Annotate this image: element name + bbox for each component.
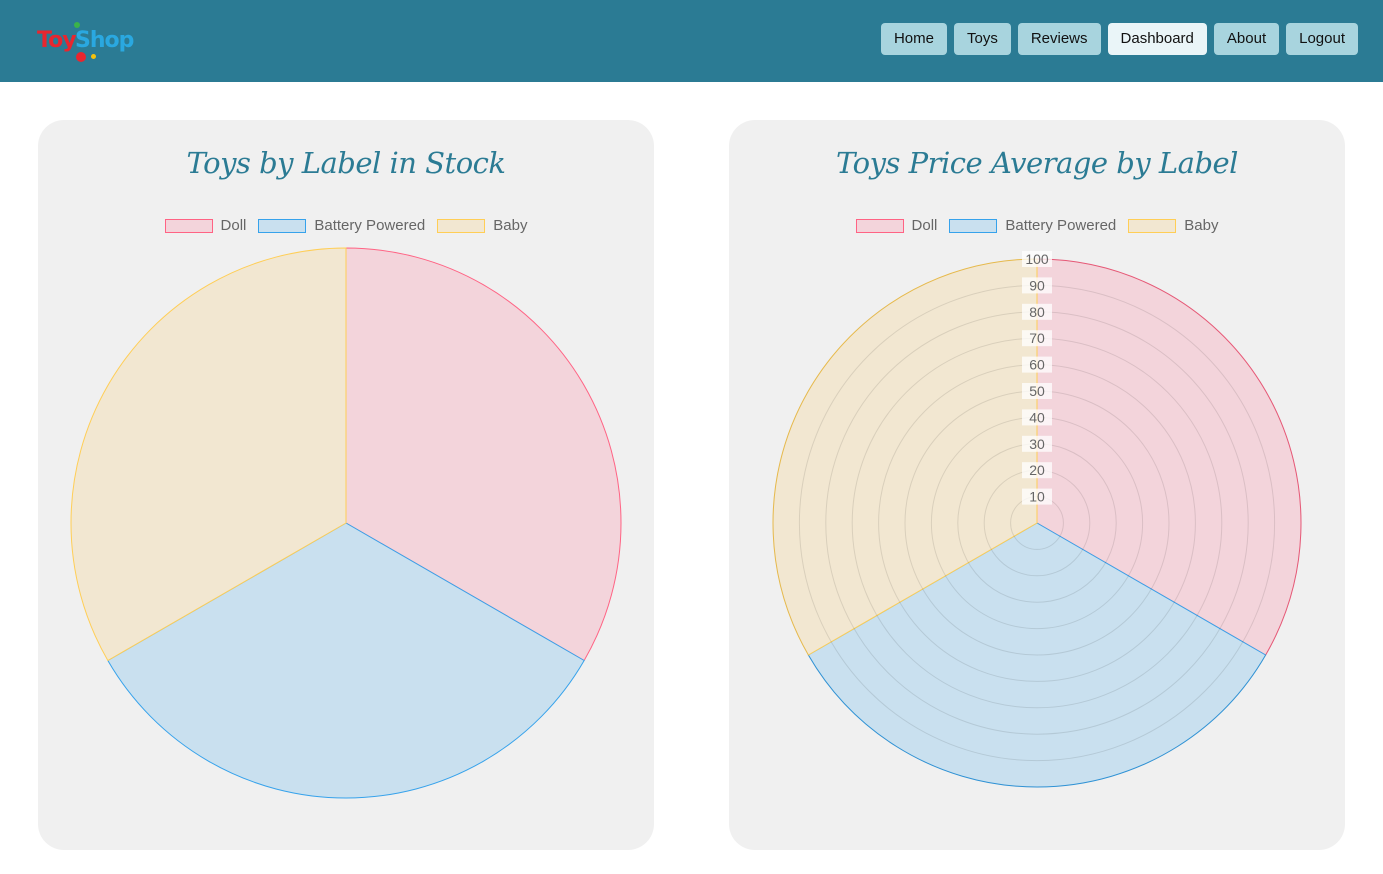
polar-tick-backdrop (1022, 356, 1052, 373)
legend-item-baby[interactable]: Baby (1128, 217, 1218, 234)
polar-tick-backdrop (1022, 435, 1052, 452)
polar-tick-backdrop (1022, 303, 1052, 320)
price-polar-chart: 10 20 30 40 50 60 70 80 90 100 (772, 251, 1302, 788)
legend-item-baby[interactable]: Baby (437, 217, 527, 234)
polar-tick-backdrop (1022, 383, 1052, 399)
polar-tick-backdrop (1022, 251, 1052, 267)
polar-tick-backdrop (1022, 277, 1052, 294)
legend-swatch-battery-powered (258, 218, 307, 233)
legend-label-baby: Baby (493, 217, 528, 234)
legend-swatch-doll (855, 218, 904, 233)
legend-swatch-battery-powered (949, 218, 998, 233)
polar-segment-baby[interactable] (772, 258, 1038, 656)
polar-tick-backdrop (1022, 462, 1052, 479)
polar-tick-backdrop (1022, 330, 1052, 347)
main-nav: Home Toys Reviews Dashboard About Logout (874, 23, 1358, 55)
polar-tick-backdrop (1022, 488, 1052, 505)
stock-chart-legend: Doll Battery Powered Baby (38, 217, 654, 234)
polar-tick-label: 10 (1029, 489, 1045, 505)
stock-chart-card: Toys by Label in Stock Doll Battery Powe… (38, 120, 654, 850)
polar-tick-label: 100 (1025, 251, 1049, 267)
logo-yellow-dot-icon (91, 54, 96, 59)
nav-logout-button[interactable]: Logout (1286, 23, 1358, 55)
legend-item-battery-powered[interactable]: Battery Powered (949, 217, 1116, 234)
price-chart-card: Toys Price Average by Label Doll Battery… (729, 120, 1345, 850)
legend-label-battery-powered: Battery Powered (314, 217, 426, 234)
legend-label-doll: Doll (911, 217, 938, 234)
nav-reviews-button[interactable]: Reviews (1017, 23, 1101, 55)
legend-item-doll[interactable]: Doll (164, 217, 247, 234)
stock-pie-chart (70, 247, 622, 799)
polar-tick-label: 40 (1029, 409, 1045, 425)
polar-tick-backdrop (1022, 409, 1052, 426)
legend-swatch-doll (164, 218, 213, 233)
polar-tick-label: 50 (1029, 383, 1045, 399)
nav-about-button[interactable]: About (1213, 23, 1280, 55)
stock-chart-title: Toys by Label in Stock (186, 146, 506, 180)
polar-tick-label: 30 (1029, 436, 1045, 452)
nav-toys-button[interactable]: Toys (953, 23, 1011, 55)
legend-label-battery-powered: Battery Powered (1005, 217, 1117, 234)
polar-tick-label: 70 (1029, 330, 1045, 346)
legend-label-doll: Doll (220, 217, 247, 234)
header: Toy Shop Home Toys Reviews Dashboard Abo… (0, 0, 1383, 82)
legend-swatch-baby (1128, 218, 1177, 233)
pie-slice-baby[interactable] (70, 247, 347, 662)
legend-label-baby: Baby (1184, 217, 1219, 234)
nav-home-button[interactable]: Home (880, 23, 947, 55)
polar-segment-doll[interactable] (1036, 258, 1302, 656)
polar-tick-label: 20 (1029, 462, 1045, 478)
toyshop-logo[interactable]: Toy Shop (34, 12, 134, 68)
logo-red-ball-icon (76, 52, 86, 62)
logo-text-shop: Shop (75, 28, 134, 53)
legend-item-doll[interactable]: Doll (855, 217, 938, 234)
price-chart-title: Toys Price Average by Label (836, 146, 1238, 180)
logo-text-toy: Toy (37, 28, 77, 53)
pie-slice-doll[interactable] (345, 247, 622, 662)
polar-tick-label: 60 (1029, 357, 1045, 373)
logo-green-dot-icon (74, 22, 80, 28)
legend-swatch-baby (437, 218, 486, 233)
price-chart-legend: Doll Battery Powered Baby (729, 217, 1345, 234)
polar-segment-battery-powered[interactable] (807, 522, 1267, 788)
polar-tick-label: 80 (1029, 304, 1045, 320)
polar-tick-label: 90 (1029, 277, 1045, 293)
nav-dashboard-button[interactable]: Dashboard (1107, 23, 1207, 55)
legend-item-battery-powered[interactable]: Battery Powered (258, 217, 425, 234)
